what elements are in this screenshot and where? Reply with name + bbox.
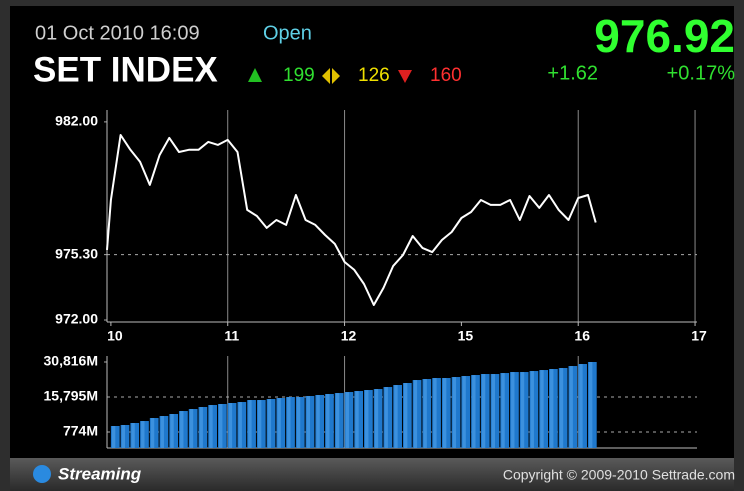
volume-bar-shine [248, 400, 252, 448]
volume-bar-shine [472, 375, 476, 448]
declines: 160 [430, 65, 462, 86]
volume-bar-shine [306, 396, 311, 448]
date: 01 Oct 2010 16:09 [35, 22, 200, 44]
volume-bar-shine [180, 411, 184, 448]
volume-bar-shine [160, 416, 164, 448]
footer-bar [10, 458, 734, 491]
price-line [106, 134, 597, 306]
x-tick-label: 10 [107, 328, 123, 344]
volume-bar-shine [131, 422, 135, 448]
volume-bar-shine [218, 404, 223, 448]
brand: Streaming [58, 464, 142, 483]
volume-bar-shine [365, 390, 369, 448]
advances: 199 [283, 65, 315, 86]
volume-bar-shine [433, 378, 437, 448]
unch-icon-left [322, 68, 330, 84]
unchanged: 126 [358, 65, 390, 86]
volume-bar-shine [374, 389, 379, 448]
volume-bar-shine [209, 405, 213, 448]
volume-bar-shine [257, 400, 262, 448]
volume-bar-shine [121, 425, 126, 448]
volume-bar-shine [277, 398, 281, 448]
last-price: 976.92 [594, 10, 735, 62]
volume-bar-shine [267, 399, 272, 448]
volume-bar-shine [111, 426, 116, 448]
volume-bar-shine [296, 397, 301, 448]
volume-bar-shine [150, 418, 155, 448]
volume-bar-shine [170, 414, 174, 448]
volume-bar-shine [355, 391, 359, 448]
brand-logo [33, 465, 51, 483]
volume-bar-shine [462, 376, 466, 448]
volume-bar-shine [442, 378, 447, 448]
x-tick-label: 11 [224, 328, 239, 344]
volume-bar-shine [384, 387, 388, 448]
volume-bar-shine [520, 372, 525, 448]
y-tick-label: 982.00 [55, 113, 98, 129]
volume-bar-shine [394, 385, 398, 448]
volume-bar-shine [189, 409, 194, 448]
x-tick-label: 16 [574, 328, 590, 344]
volume-bar-shine [238, 402, 242, 448]
volume-bar-shine [335, 393, 340, 448]
volume-bar-shine [199, 407, 203, 448]
change: +1.62 [547, 62, 598, 84]
x-tick-label: 17 [691, 328, 707, 344]
x-tick-label: 15 [458, 328, 474, 344]
down-icon [398, 70, 412, 83]
volume-bar-shine [530, 371, 534, 448]
volume-bar-shine [452, 377, 457, 448]
up-icon [248, 68, 262, 82]
copyright: Copyright © 2009-2010 Settrade.com [503, 467, 735, 483]
volume-bar-shine [579, 364, 583, 448]
y-tick-label: 774M [63, 423, 98, 439]
volume-bar-shine [141, 421, 145, 448]
y-tick-label: 30,816M [44, 353, 98, 369]
volume-bar-shine [345, 392, 349, 448]
volume-bar-shine [413, 380, 418, 448]
y-tick-label: 972.00 [55, 311, 98, 327]
volume-bar-shine [569, 366, 573, 448]
volume-bar-shine [481, 374, 486, 448]
unch-icon-right [332, 68, 340, 84]
volume-bar-shine [550, 369, 554, 448]
y-tick-label: 975.30 [55, 245, 98, 261]
index-name: SET INDEX [33, 50, 218, 89]
volume-bar-shine [423, 379, 427, 448]
volume-bar-shine [491, 374, 496, 448]
volume-bar-shine [287, 397, 291, 448]
volume-bar-shine [511, 372, 515, 448]
panel [10, 6, 734, 458]
volume-bar-shine [559, 368, 564, 448]
percent-change: +0.17% [667, 62, 736, 84]
volume-bar-shine [588, 361, 593, 448]
volume-bar-shine [316, 395, 320, 448]
volume-bar-shine [326, 394, 330, 448]
x-tick-label: 12 [341, 328, 357, 344]
volume-bar-shine [540, 370, 544, 448]
volume-bar-shine [228, 403, 233, 448]
status: Open [263, 22, 312, 44]
volume-bar-shine [403, 383, 408, 448]
y-tick-label: 15,795M [44, 388, 98, 404]
volume-bar-shine [501, 373, 505, 448]
